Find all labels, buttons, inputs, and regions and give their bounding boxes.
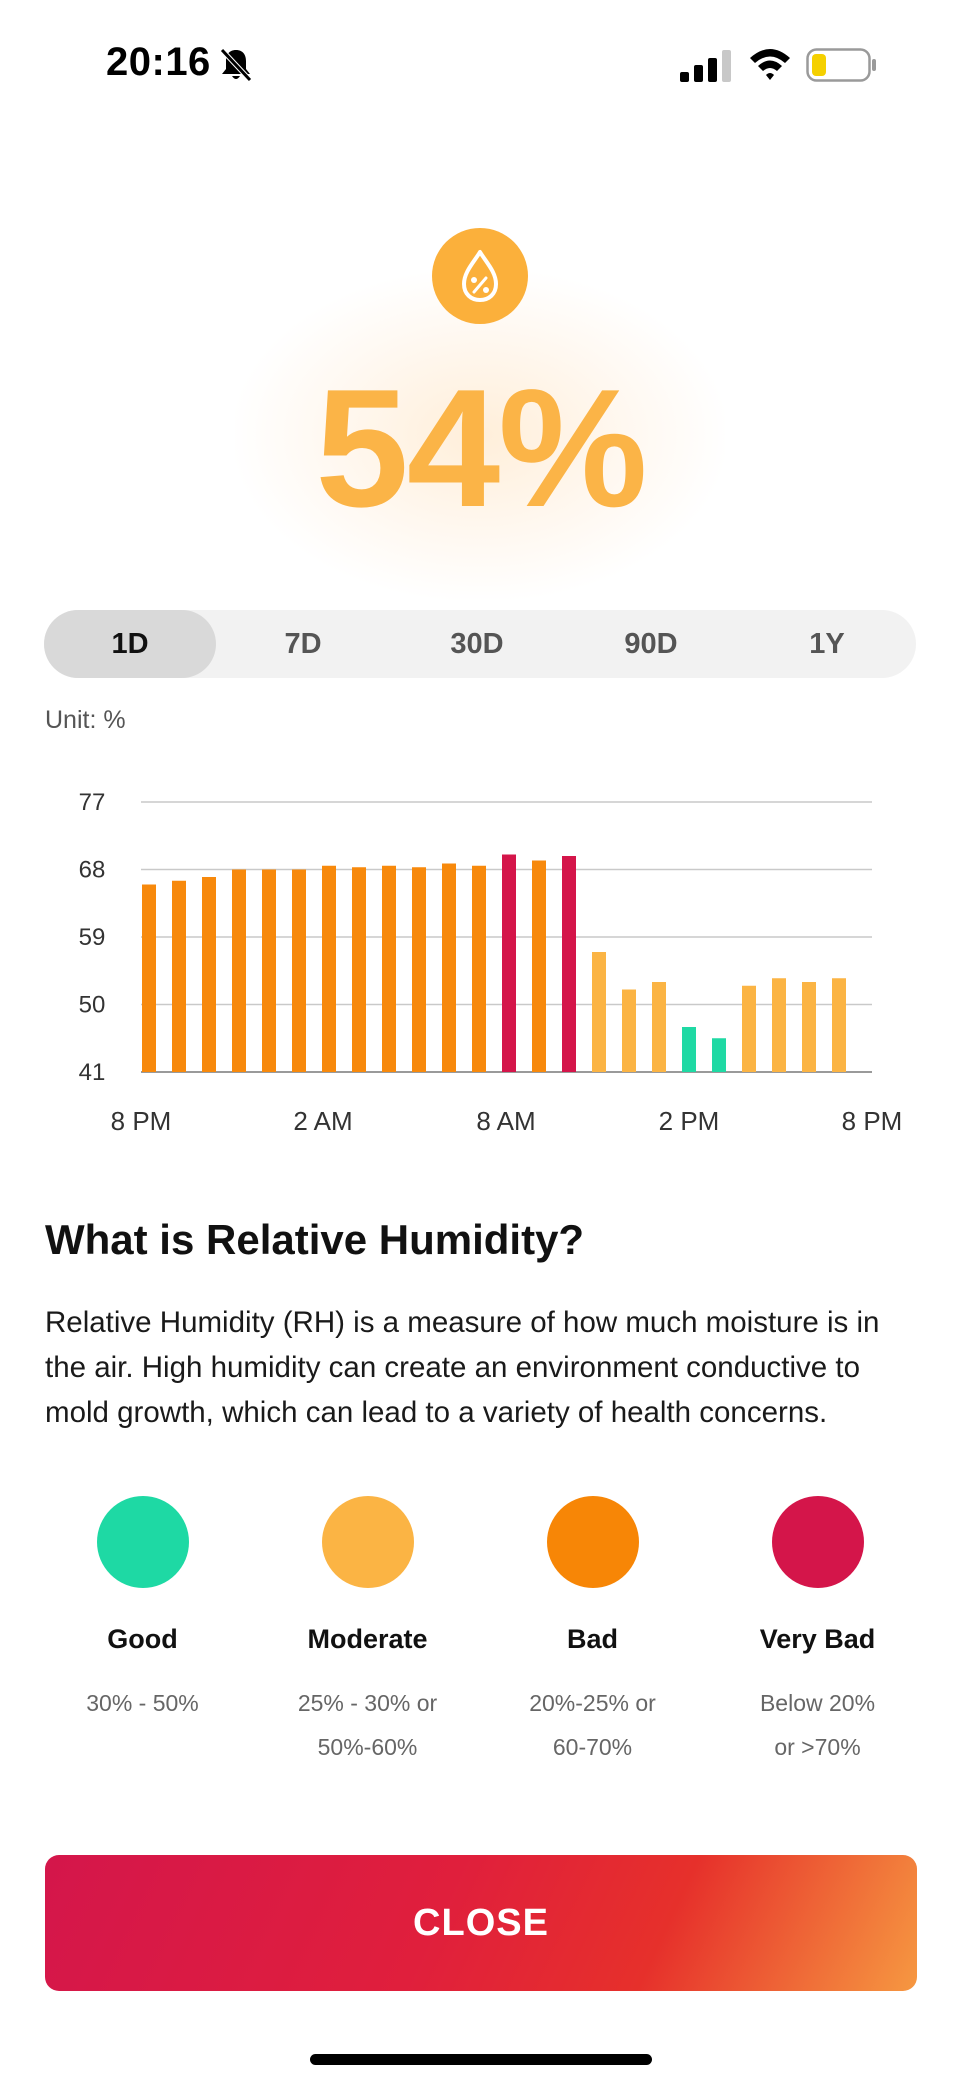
hero-glow xyxy=(235,270,725,600)
chart-bar[interactable] xyxy=(232,869,246,1073)
chart-bar[interactable] xyxy=(532,860,546,1073)
y-tick-label: 77 xyxy=(79,789,106,816)
chart-bar[interactable] xyxy=(682,1027,696,1072)
chart-bar[interactable] xyxy=(772,978,786,1072)
legend-label: Very Bad xyxy=(759,1624,876,1654)
humidity-drop-icon xyxy=(462,250,498,302)
chart-bar[interactable] xyxy=(352,867,366,1072)
y-tick-label: 50 xyxy=(79,992,106,1019)
status-bar: 20:16 xyxy=(0,0,961,120)
battery-icon xyxy=(806,48,876,82)
legend-range: 30% - 50% xyxy=(86,1690,199,1716)
legend-label: Moderate xyxy=(307,1624,428,1654)
x-tick-label: 2 PM xyxy=(659,1106,720,1136)
chart-bar[interactable] xyxy=(472,865,486,1072)
humidity-chart: 77 68 59 50 41 8 PM 2 AM 8 AM 2 PM 8 PM xyxy=(79,789,903,1136)
chart-bar[interactable] xyxy=(412,867,426,1072)
status-time: 20:16 xyxy=(106,40,211,84)
tab-1d[interactable]: 1D xyxy=(44,610,216,678)
info-title: What is Relative Humidity? xyxy=(45,1216,585,1263)
x-tick-label: 2 AM xyxy=(293,1106,352,1136)
humidity-badge xyxy=(432,228,528,324)
legend-dot-bad xyxy=(546,1496,639,1588)
legend-label: Bad xyxy=(566,1624,618,1654)
info-body: Relative Humidity (RH) is a measure of h… xyxy=(45,1306,880,1429)
bell-slash-icon xyxy=(220,48,252,82)
legend-range: Below 20% or >70% xyxy=(759,1690,876,1760)
chart-bar[interactable] xyxy=(622,989,636,1073)
chart-y-axis: 77 68 59 50 41 xyxy=(79,789,106,1086)
legend-dot-good xyxy=(96,1496,189,1588)
y-tick-label: 68 xyxy=(79,857,106,884)
unit-label: Unit: % xyxy=(45,706,126,734)
chart-bar[interactable] xyxy=(142,884,156,1073)
humidity-value: 54% xyxy=(315,354,647,542)
chart-bar[interactable] xyxy=(262,869,276,1073)
x-tick-label: 8 PM xyxy=(842,1106,903,1136)
chart-bar[interactable] xyxy=(742,985,756,1072)
chart-bar[interactable] xyxy=(712,1038,726,1072)
chart-bar[interactable] xyxy=(322,865,336,1072)
chart-bar[interactable] xyxy=(562,856,576,1072)
cellular-signal-icon xyxy=(680,50,731,82)
y-tick-label: 41 xyxy=(79,1059,106,1086)
chart-bar[interactable] xyxy=(442,863,456,1073)
x-tick-label: 8 PM xyxy=(111,1106,172,1136)
legend-label: Good xyxy=(107,1624,178,1654)
chart-bar[interactable] xyxy=(802,982,816,1072)
chart-bar[interactable] xyxy=(172,880,186,1072)
legend-item-moderate: Moderate 25% - 30% or 50%-60% xyxy=(255,1496,480,1769)
chart-bar[interactable] xyxy=(502,854,516,1073)
tab-90d[interactable]: 90D xyxy=(624,628,678,660)
chart-bar[interactable] xyxy=(382,865,396,1072)
humidity-legend: Good 30% - 50% Moderate 25% - 30% or 50%… xyxy=(0,1496,961,1776)
home-indicator xyxy=(310,2054,652,2065)
legend-range: 25% - 30% or 50%-60% xyxy=(297,1690,438,1760)
y-tick-label: 59 xyxy=(79,924,106,951)
legend-item-good: Good 30% - 50% xyxy=(30,1496,255,1725)
legend-range: 20%-25% or 60-70% xyxy=(529,1690,656,1760)
legend-item-bad: Bad 20%-25% or 60-70% xyxy=(480,1496,705,1769)
wifi-icon xyxy=(750,49,790,80)
legend-dot-very-bad xyxy=(771,1496,864,1588)
legend-item-very-bad: Very Bad Below 20% or >70% xyxy=(705,1496,930,1769)
legend-dot-moderate xyxy=(321,1496,414,1588)
chart-bars xyxy=(142,854,846,1073)
x-tick-label: 8 AM xyxy=(476,1106,535,1136)
chart-bar[interactable] xyxy=(202,877,216,1072)
chart-bar[interactable] xyxy=(652,982,666,1072)
chart-x-axis: 8 PM 2 AM 8 AM 2 PM 8 PM xyxy=(111,1106,903,1136)
close-button[interactable]: CLOSE xyxy=(45,1855,917,1991)
chart-bar[interactable] xyxy=(292,869,306,1073)
tab-30d[interactable]: 30D xyxy=(450,628,504,660)
tab-1y[interactable]: 1Y xyxy=(809,628,845,660)
chart-bar[interactable] xyxy=(592,952,606,1072)
chart-bar[interactable] xyxy=(832,978,846,1072)
tab-7d[interactable]: 7D xyxy=(284,628,322,660)
range-tabs: 1D 7D 30D 90D 1Y xyxy=(44,610,916,678)
